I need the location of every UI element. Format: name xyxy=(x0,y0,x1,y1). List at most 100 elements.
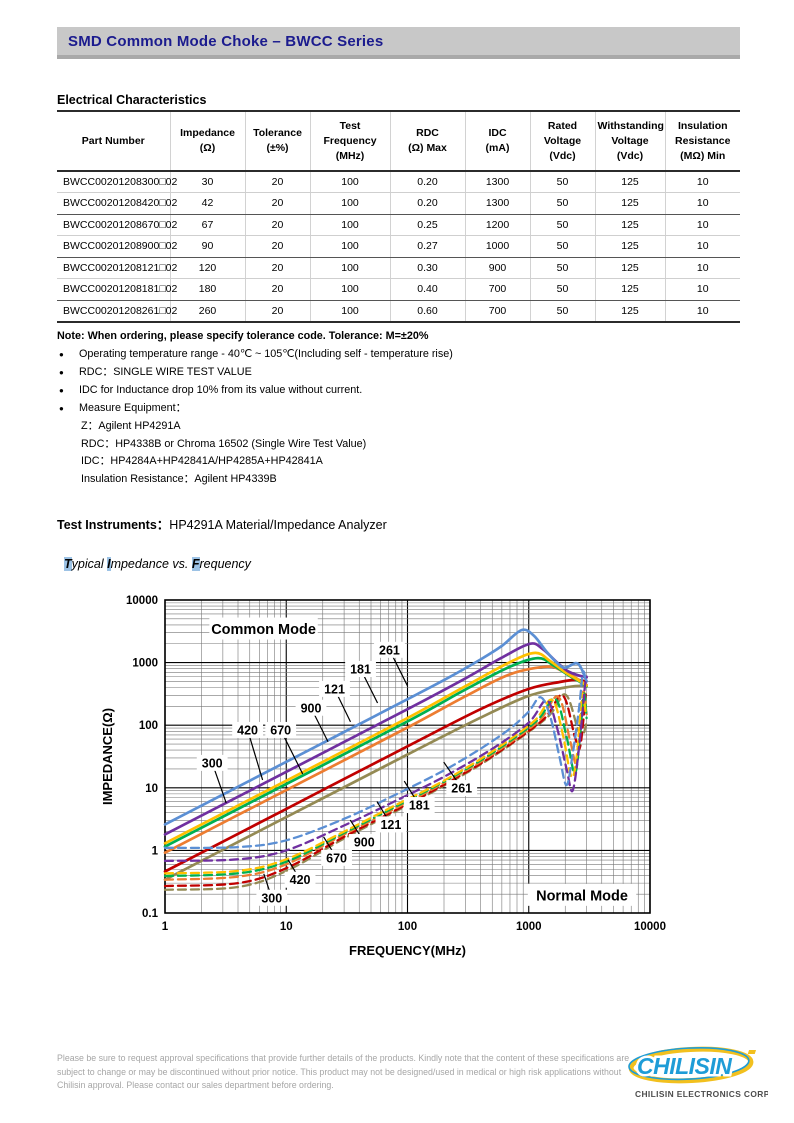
value-cell: 20 xyxy=(244,300,310,323)
curve-common-30030 xyxy=(163,684,588,882)
curve-normal-670 xyxy=(163,690,588,881)
column-header: Impedance (Ω) xyxy=(169,110,245,172)
part-number-cell: BWCC00201208300□02 xyxy=(57,171,177,193)
column-header: Tolerance (±%) xyxy=(244,110,310,172)
footer-disclaimer: Please be sure to request approval speci… xyxy=(57,1053,630,1090)
table-header: Part Number Impedance (Ω) Tolerance (±%) Test… xyxy=(57,110,740,172)
svg-text:670: 670 xyxy=(270,723,291,737)
svg-text:Normal Mode: Normal Mode xyxy=(536,888,628,904)
svg-text:121: 121 xyxy=(380,818,401,832)
svg-text:900: 900 xyxy=(354,836,375,850)
value-cell: 90 xyxy=(169,235,245,258)
chart-container: 261 181 121 900 670 420 300 261 181 121 900 670 420 3… xyxy=(60,582,740,967)
value-cell: 50 xyxy=(529,278,595,301)
axis-titles: FREQUENCY(MHz) IMPEDANCE(Ω) xyxy=(100,708,466,958)
svg-text:100: 100 xyxy=(139,720,158,732)
value-cell: 50 xyxy=(529,192,595,215)
value-cell: 10 xyxy=(664,257,740,279)
equipment-line: Insulation Resistance：Agilent HP4339B xyxy=(81,472,277,485)
value-cell: 10 xyxy=(664,235,740,258)
notes-block: Note: When ordering, please specify tole… xyxy=(57,330,717,490)
value-cell: 100 xyxy=(309,214,390,236)
chart-curves xyxy=(163,628,588,891)
svg-text:10000: 10000 xyxy=(634,921,666,933)
value-cell: 700 xyxy=(464,278,530,301)
part-number-cell: BWCC00201208181□02 xyxy=(57,278,177,301)
svg-text:CHILISIN ELECTRONICS CORP.: CHILISIN ELECTRONICS CORP. xyxy=(635,1089,768,1099)
value-cell: 0.60 xyxy=(389,300,465,323)
svg-text:121: 121 xyxy=(324,682,345,696)
svg-text:CHILISIN: CHILISIN xyxy=(637,1053,732,1079)
value-cell: 50 xyxy=(529,257,595,279)
y-axis-title: IMPEDANCE(Ω) xyxy=(100,708,115,805)
svg-text:420: 420 xyxy=(237,723,258,737)
caption-highlight-letter: I xyxy=(107,557,111,571)
value-cell: 10 xyxy=(664,214,740,236)
column-header: Part Number xyxy=(57,110,170,172)
caption-text: ypical xyxy=(71,557,108,571)
svg-text:900: 900 xyxy=(301,701,322,715)
part-number-cell: BWCC00201208900□02 xyxy=(57,235,177,258)
title-bar: SMD Common Mode Choke – BWCC Series xyxy=(57,27,740,59)
svg-text:0.1: 0.1 xyxy=(142,908,159,920)
caption-highlight-letter: T xyxy=(64,557,72,571)
svg-text:1: 1 xyxy=(162,921,169,933)
value-cell: 125 xyxy=(594,235,665,258)
svg-text:420: 420 xyxy=(290,873,311,887)
value-cell: 50 xyxy=(529,214,595,236)
svg-text:10000: 10000 xyxy=(126,595,158,607)
note-bullet: Operating temperature range - 40℃ ~ 105℃… xyxy=(57,348,717,361)
equipment-line: Z：Agilent HP4291A xyxy=(81,420,181,432)
svg-text:261: 261 xyxy=(451,782,472,796)
value-cell: 20 xyxy=(244,214,310,236)
value-cell: 20 xyxy=(244,171,310,193)
equipment-line: IDC：HP4284A+HP42841A/HP4285A+HP42841A xyxy=(81,455,323,467)
svg-text:300: 300 xyxy=(202,756,223,770)
table-row: BWCC00201208261□02 260 20 100 0.60 700 50 125 10 xyxy=(57,300,740,323)
svg-text:1000: 1000 xyxy=(132,658,158,670)
value-cell: 50 xyxy=(529,235,595,258)
svg-text:670: 670 xyxy=(326,851,347,865)
curve-labels: 2611811219006704203002611811219006704203… xyxy=(196,641,478,906)
value-cell: 10 xyxy=(664,300,740,323)
curve-common-42042 xyxy=(163,678,588,873)
value-cell: 100 xyxy=(309,300,390,323)
tolerance-note: Note: When ordering, please specify tole… xyxy=(57,330,429,342)
curve-normal-121 xyxy=(163,692,587,875)
value-cell: 120 xyxy=(169,257,245,279)
curve-common-261260 xyxy=(163,628,588,826)
svg-text:10: 10 xyxy=(145,783,158,795)
value-cell: 100 xyxy=(309,235,390,258)
value-cell: 100 xyxy=(309,171,390,193)
value-cell: 10 xyxy=(664,278,740,301)
value-cell: 20 xyxy=(244,278,310,301)
table-body: BWCC00201208300□02 30 20 100 0.20 1300 50 125 10… xyxy=(57,171,740,323)
note-bullet: Measure Equipment： xyxy=(57,402,717,415)
value-cell: 1300 xyxy=(464,192,530,215)
impedance-frequency-chart: 2611811219006704203002611811219006704203… xyxy=(100,595,666,958)
value-cell: 20 xyxy=(244,235,310,258)
value-cell: 67 xyxy=(169,214,245,236)
svg-text:181: 181 xyxy=(350,663,371,677)
value-cell: 10 xyxy=(664,171,740,193)
value-cell: 1000 xyxy=(464,235,530,258)
curve-normal-261 xyxy=(163,670,587,850)
chilisin-logo-icon: CHILISIN CHILISIN ELECTRONICS CORP. xyxy=(628,1046,771,1099)
chilisin-logo: CHILISIN CHILISIN ELECTRONICS CORP. xyxy=(628,1044,771,1106)
note-bullet: IDC for Inductance drop 10% from its val… xyxy=(57,384,717,397)
value-cell: 125 xyxy=(594,192,665,215)
value-cell: 0.25 xyxy=(389,214,465,236)
column-header: IDC (mA) xyxy=(464,110,530,172)
value-cell: 125 xyxy=(594,300,665,323)
value-cell: 100 xyxy=(309,278,390,301)
table-row: BWCC00201208121□02 120 20 100 0.30 900 50 125 10 xyxy=(57,257,740,279)
mode-labels: Common Mode Normal Mode xyxy=(209,617,637,906)
table-row: BWCC00201208670□02 67 20 100 0.25 1200 50 125 10 xyxy=(57,214,740,236)
table-row: BWCC00201208181□02 180 20 100 0.40 700 50 125 10 xyxy=(57,278,740,301)
svg-text:1000: 1000 xyxy=(516,921,542,933)
part-number-cell: BWCC00201208420□02 xyxy=(57,192,177,215)
value-cell: 20 xyxy=(244,192,310,215)
caption-text: mpedance vs. xyxy=(110,557,192,571)
